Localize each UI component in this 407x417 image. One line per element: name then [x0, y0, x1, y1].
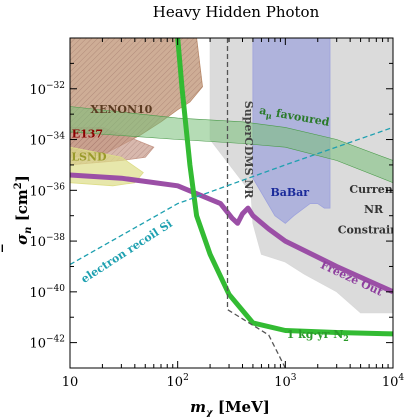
tick-base: 10: [29, 83, 46, 98]
annotation-text: BaBar: [270, 186, 309, 199]
tick-base: 10: [29, 184, 46, 199]
annotation-text: E137: [72, 128, 103, 141]
tick-exp: −32: [46, 81, 65, 91]
annotation-1-kg-yr-n: 1 kg·yr N2: [287, 328, 349, 343]
tick-exp: 4: [398, 373, 404, 383]
annotation-text: 1 kg·yr N: [287, 328, 344, 341]
tick-base: 10: [274, 375, 291, 390]
axes: 10 102 103 10410−3210−3410−3610−3810−4010−4…: [29, 37, 405, 390]
tick-base: 10: [167, 375, 184, 390]
y-axis-overline: ‾: [0, 244, 17, 252]
annotation-xenon10: XENON10: [90, 103, 152, 116]
y-axis-label-units-sup: 2: [13, 182, 24, 189]
annotation-text: NR: [364, 203, 384, 216]
y-axis-label-units-close: ]: [13, 175, 31, 182]
annotation-subscript: 2: [343, 333, 349, 343]
annotation-e137: E137: [72, 128, 103, 141]
y-tick-label: 10−34: [29, 132, 65, 149]
annotation-text: LSND: [71, 150, 107, 163]
x-axis-label-var: m: [190, 398, 206, 416]
annotation-text: Current: [349, 183, 398, 196]
tick-base: 10: [29, 235, 46, 250]
annotation-text: a: [258, 104, 267, 118]
series-line-supercdms-nr: [226, 38, 286, 368]
series-line-electron-recoil-si: [70, 126, 393, 266]
annotation-babar: BaBar: [270, 186, 309, 199]
chart-title: Heavy Hidden Photon: [153, 3, 320, 21]
y-tick-label: 10−40: [29, 284, 65, 301]
y-axis-label: ‾ σn [cm2]: [0, 175, 34, 252]
tick-base: 10: [29, 337, 46, 352]
svg-text:σn [cm2]: σn [cm2]: [13, 175, 34, 245]
annotation-subscript: μ: [265, 110, 273, 121]
annotation-nr: NR: [364, 203, 384, 216]
x-tick-label: 104: [382, 373, 405, 390]
plot-frame: [69, 37, 394, 369]
x-axis-label: mχ [MeV]: [190, 398, 270, 417]
annotation-text: XENON10: [90, 103, 152, 116]
y-tick-label: 10−36: [29, 182, 65, 199]
tick-base: 10: [62, 375, 79, 390]
tick-exp: 3: [291, 373, 297, 383]
annotation-current: Current: [349, 183, 398, 196]
plot-area: [70, 38, 393, 368]
tick-exp: −38: [46, 233, 65, 243]
tick-exp: −42: [46, 335, 65, 345]
y-tick-label: 10−32: [29, 81, 65, 98]
x-tick-label: 10: [62, 375, 79, 390]
annotation-supercdms-nr: SuperCDMS NR: [242, 101, 255, 200]
series-band-a-favoured: [70, 106, 393, 184]
y-axis-label-sub: n: [23, 227, 34, 234]
annotation-lsnd: LSND: [71, 150, 107, 163]
y-tick-label: 10−42: [29, 335, 65, 352]
tick-base: 10: [29, 286, 46, 301]
tick-base: 10: [29, 134, 46, 149]
x-axis-label-sub: χ: [205, 408, 214, 417]
tick-exp: −36: [46, 182, 65, 192]
y-tick-label: 10−38: [29, 233, 65, 250]
annotation-text: SuperCDMS NR: [242, 101, 255, 200]
y-axis-label-units: [cm: [13, 189, 31, 221]
x-axis-label-units: [MeV]: [218, 398, 270, 416]
series-line-1-kg-yr-n2: [175, 38, 393, 337]
tick-base: 10: [382, 375, 399, 390]
tick-exp: −40: [46, 284, 65, 294]
x-tick-label: 103: [274, 373, 297, 390]
series-line-freeze-out: [70, 172, 393, 295]
tick-exp: −34: [46, 132, 65, 142]
annotation-constraints: Constraints: [338, 223, 407, 236]
annotation-text: Constraints: [338, 223, 407, 236]
y-axis-label-var: σ: [13, 233, 31, 245]
x-tick-label: 102: [167, 373, 189, 390]
tick-exp: 2: [183, 373, 189, 383]
